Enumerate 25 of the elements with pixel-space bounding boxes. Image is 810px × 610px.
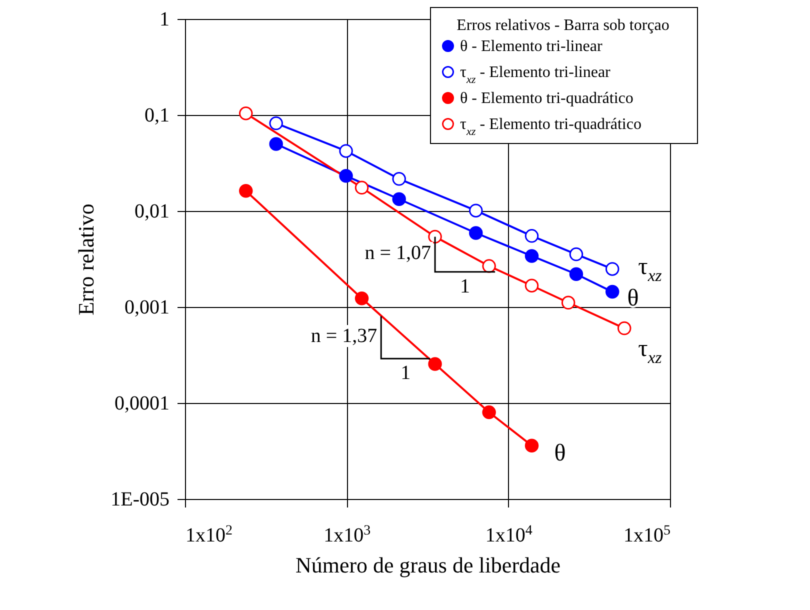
- annotation: n = 1,07: [364, 242, 432, 264]
- y-tick-label: 0,0001: [114, 392, 170, 414]
- annotation: θ: [554, 440, 566, 467]
- legend-label: τ$_{xz}$ - Elemento tri-linear: [460, 64, 612, 86]
- annotation: 1: [400, 362, 411, 384]
- annotation: 1: [460, 276, 470, 298]
- legend-label: θ - Elemento tri-quadrático: [460, 90, 634, 107]
- y-tick-label: 1: [160, 8, 170, 30]
- y-tick-label: 0,01: [134, 200, 170, 222]
- legend-label: τ$_{xz}$ - Elemento tri-quadrático: [460, 116, 642, 138]
- annotation: τ$_{xz}$: [638, 254, 662, 286]
- x-tick-label: 1x10$^{5}$: [624, 523, 670, 546]
- x-tick-label: 1x10$^{4}$: [485, 523, 532, 546]
- x-axis-title: Número de graus de liberdade: [295, 552, 561, 578]
- legend-label: θ - Elemento tri-linear: [460, 38, 603, 55]
- x-tick-label: 1x10$^{2}$: [186, 523, 232, 546]
- x-tick-label: 1x10$^{3}$: [324, 523, 371, 546]
- annotation: n = 1,37: [310, 325, 378, 348]
- y-tick-label: 0,1: [144, 104, 170, 126]
- y-axis-title: Erro relativo: [74, 204, 99, 316]
- legend-title: Erros relativos - Barra sob torçao: [456, 17, 670, 34]
- y-tick-label: 0,001: [124, 296, 170, 318]
- annotation: τ$_{xz}$: [638, 336, 662, 368]
- annotation: θ: [627, 286, 639, 312]
- y-tick-label: 1E-005: [110, 488, 170, 510]
